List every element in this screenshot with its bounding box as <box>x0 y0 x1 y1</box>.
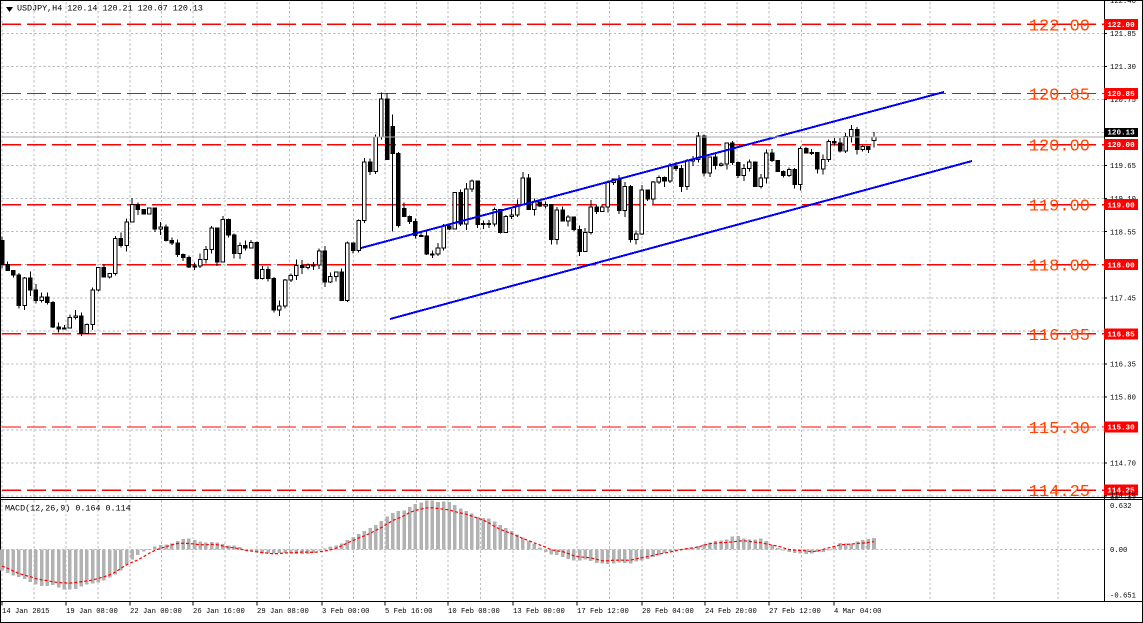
svg-text:116.35: 116.35 <box>1110 362 1136 370</box>
svg-text:118.00: 118.00 <box>1107 262 1135 270</box>
svg-text:121.30: 121.30 <box>1110 64 1136 72</box>
svg-text:29 Jan 08:00: 29 Jan 08:00 <box>257 608 309 616</box>
svg-text:115.30: 115.30 <box>1107 425 1135 433</box>
svg-text:20 Feb 04:00: 20 Feb 04:00 <box>642 608 694 616</box>
svg-text:119.00: 119.00 <box>1029 198 1090 217</box>
svg-text:27 Feb 12:00: 27 Feb 12:00 <box>769 608 821 616</box>
svg-text:115.30: 115.30 <box>1029 420 1090 439</box>
svg-text:117.45: 117.45 <box>1110 295 1136 303</box>
svg-text:120.85: 120.85 <box>1107 91 1135 99</box>
svg-text:10 Feb 08:00: 10 Feb 08:00 <box>448 608 500 616</box>
svg-text:120.00: 120.00 <box>1029 138 1090 157</box>
svg-text:116.85: 116.85 <box>1029 327 1090 346</box>
svg-text:120.00: 120.00 <box>1107 142 1135 150</box>
svg-text:119.00: 119.00 <box>1107 202 1135 210</box>
svg-text:120.13: 120.13 <box>1107 130 1135 138</box>
svg-text:4 Mar 04:00: 4 Mar 04:00 <box>834 608 881 616</box>
svg-text:0.632: 0.632 <box>1110 503 1132 511</box>
svg-text:114.70: 114.70 <box>1110 461 1136 469</box>
svg-text:114.15: 114.15 <box>1110 492 1136 500</box>
svg-text:USDJPY,H4 120.14 120.21 120.0: USDJPY,H4 120.14 120.21 120.07 120.13 <box>17 4 203 14</box>
svg-text:118.55: 118.55 <box>1110 229 1136 237</box>
svg-text:22 Jan 00:00: 22 Jan 00:00 <box>130 608 182 616</box>
svg-text:115.80: 115.80 <box>1110 395 1136 403</box>
svg-text:17 Feb 12:00: 17 Feb 12:00 <box>577 608 629 616</box>
svg-text:-0.651: -0.651 <box>1110 592 1136 600</box>
svg-text:24 Feb 20:00: 24 Feb 20:00 <box>705 608 757 616</box>
svg-text:3 Feb 00:00: 3 Feb 00:00 <box>322 608 369 616</box>
svg-text:121.85: 121.85 <box>1110 31 1136 39</box>
svg-text:0.00: 0.00 <box>1110 547 1127 555</box>
svg-text:122.00: 122.00 <box>1029 17 1090 36</box>
svg-text:14 Jan 2015: 14 Jan 2015 <box>2 608 49 616</box>
svg-text:119.65: 119.65 <box>1110 163 1136 171</box>
svg-text:26 Jan 16:00: 26 Jan 16:00 <box>193 608 245 616</box>
svg-text:13 Feb 00:00: 13 Feb 00:00 <box>513 608 565 616</box>
svg-text:120.85: 120.85 <box>1029 87 1090 106</box>
svg-text:19 Jan 08:00: 19 Jan 08:00 <box>66 608 118 616</box>
svg-text:122.00: 122.00 <box>1107 22 1135 30</box>
svg-text:118.00: 118.00 <box>1029 258 1090 277</box>
svg-text:116.85: 116.85 <box>1107 331 1135 339</box>
svg-text:5 Feb 16:00: 5 Feb 16:00 <box>385 608 432 616</box>
svg-text:122.40: 122.40 <box>1110 0 1136 6</box>
svg-text:MACD(12,26,9) 0.164 0.114: MACD(12,26,9) 0.164 0.114 <box>5 503 131 513</box>
